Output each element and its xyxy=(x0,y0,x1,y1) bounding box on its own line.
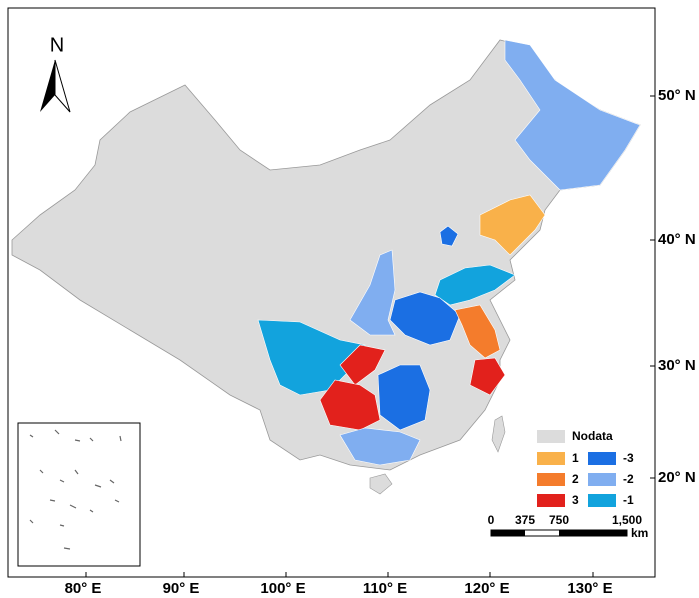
graticule-labels: 80° E 90° E 100° E 110° E 120° E 130° E 50° N 4… xyxy=(65,87,696,597)
province xyxy=(349,249,396,336)
latitude-label: 30° N xyxy=(658,357,696,374)
province xyxy=(504,39,641,191)
province xyxy=(439,225,459,247)
north-label: N xyxy=(50,34,64,56)
scale-unit: km xyxy=(631,526,648,540)
province xyxy=(479,194,546,256)
province xyxy=(319,379,381,431)
latitude-label: 40° N xyxy=(658,231,696,248)
longitude-label: 100° E xyxy=(260,580,305,597)
taiwan xyxy=(491,415,506,453)
scale-segment xyxy=(491,530,525,536)
latitude-label: 50° N xyxy=(658,87,696,104)
legend-label: -3 xyxy=(623,451,634,465)
legend-label: 1 xyxy=(572,451,579,465)
legend: Nodata 1 2 3 -3 -2 -1 xyxy=(537,429,634,507)
legend-swatch xyxy=(588,473,616,486)
legend-label: -1 xyxy=(623,493,634,507)
scale-label: 375 xyxy=(515,513,535,527)
inset xyxy=(17,422,141,567)
scale-label: 750 xyxy=(549,513,569,527)
longitude-label: 80° E xyxy=(65,580,102,597)
scale-bar: 0 375 750 1,500 km xyxy=(488,513,649,540)
legend-label: -2 xyxy=(623,472,634,486)
longitude-label: 120° E xyxy=(464,580,509,597)
latitude-label: 20° N xyxy=(658,469,696,486)
province xyxy=(454,304,501,359)
inset-islands xyxy=(29,429,122,550)
province xyxy=(389,291,461,346)
arrow-right xyxy=(54,59,71,113)
province xyxy=(257,319,366,396)
legend-swatch xyxy=(537,430,565,443)
legend-swatch xyxy=(588,452,616,465)
province xyxy=(339,427,421,466)
legend-swatch xyxy=(537,494,565,507)
legend-label: Nodata xyxy=(572,429,613,443)
legend-swatch xyxy=(537,452,565,465)
province xyxy=(469,357,506,396)
hainan xyxy=(369,473,393,495)
legend-swatch xyxy=(588,494,616,507)
scale-segment xyxy=(559,530,627,536)
legend-swatch xyxy=(537,473,565,486)
longitude-label: 130° E xyxy=(567,580,612,597)
legend-label: 2 xyxy=(572,472,579,486)
provinces xyxy=(257,39,641,466)
north-arrow: N xyxy=(40,34,71,113)
inset-frame xyxy=(17,422,141,567)
arrow-left xyxy=(40,60,55,112)
province xyxy=(377,364,431,431)
longitude-label: 110° E xyxy=(363,580,407,597)
scale-label: 1,500 xyxy=(612,513,642,527)
province xyxy=(339,344,386,386)
scale-label: 0 xyxy=(488,513,495,527)
longitude-label: 90° E xyxy=(163,580,200,597)
legend-label: 3 xyxy=(572,493,579,507)
